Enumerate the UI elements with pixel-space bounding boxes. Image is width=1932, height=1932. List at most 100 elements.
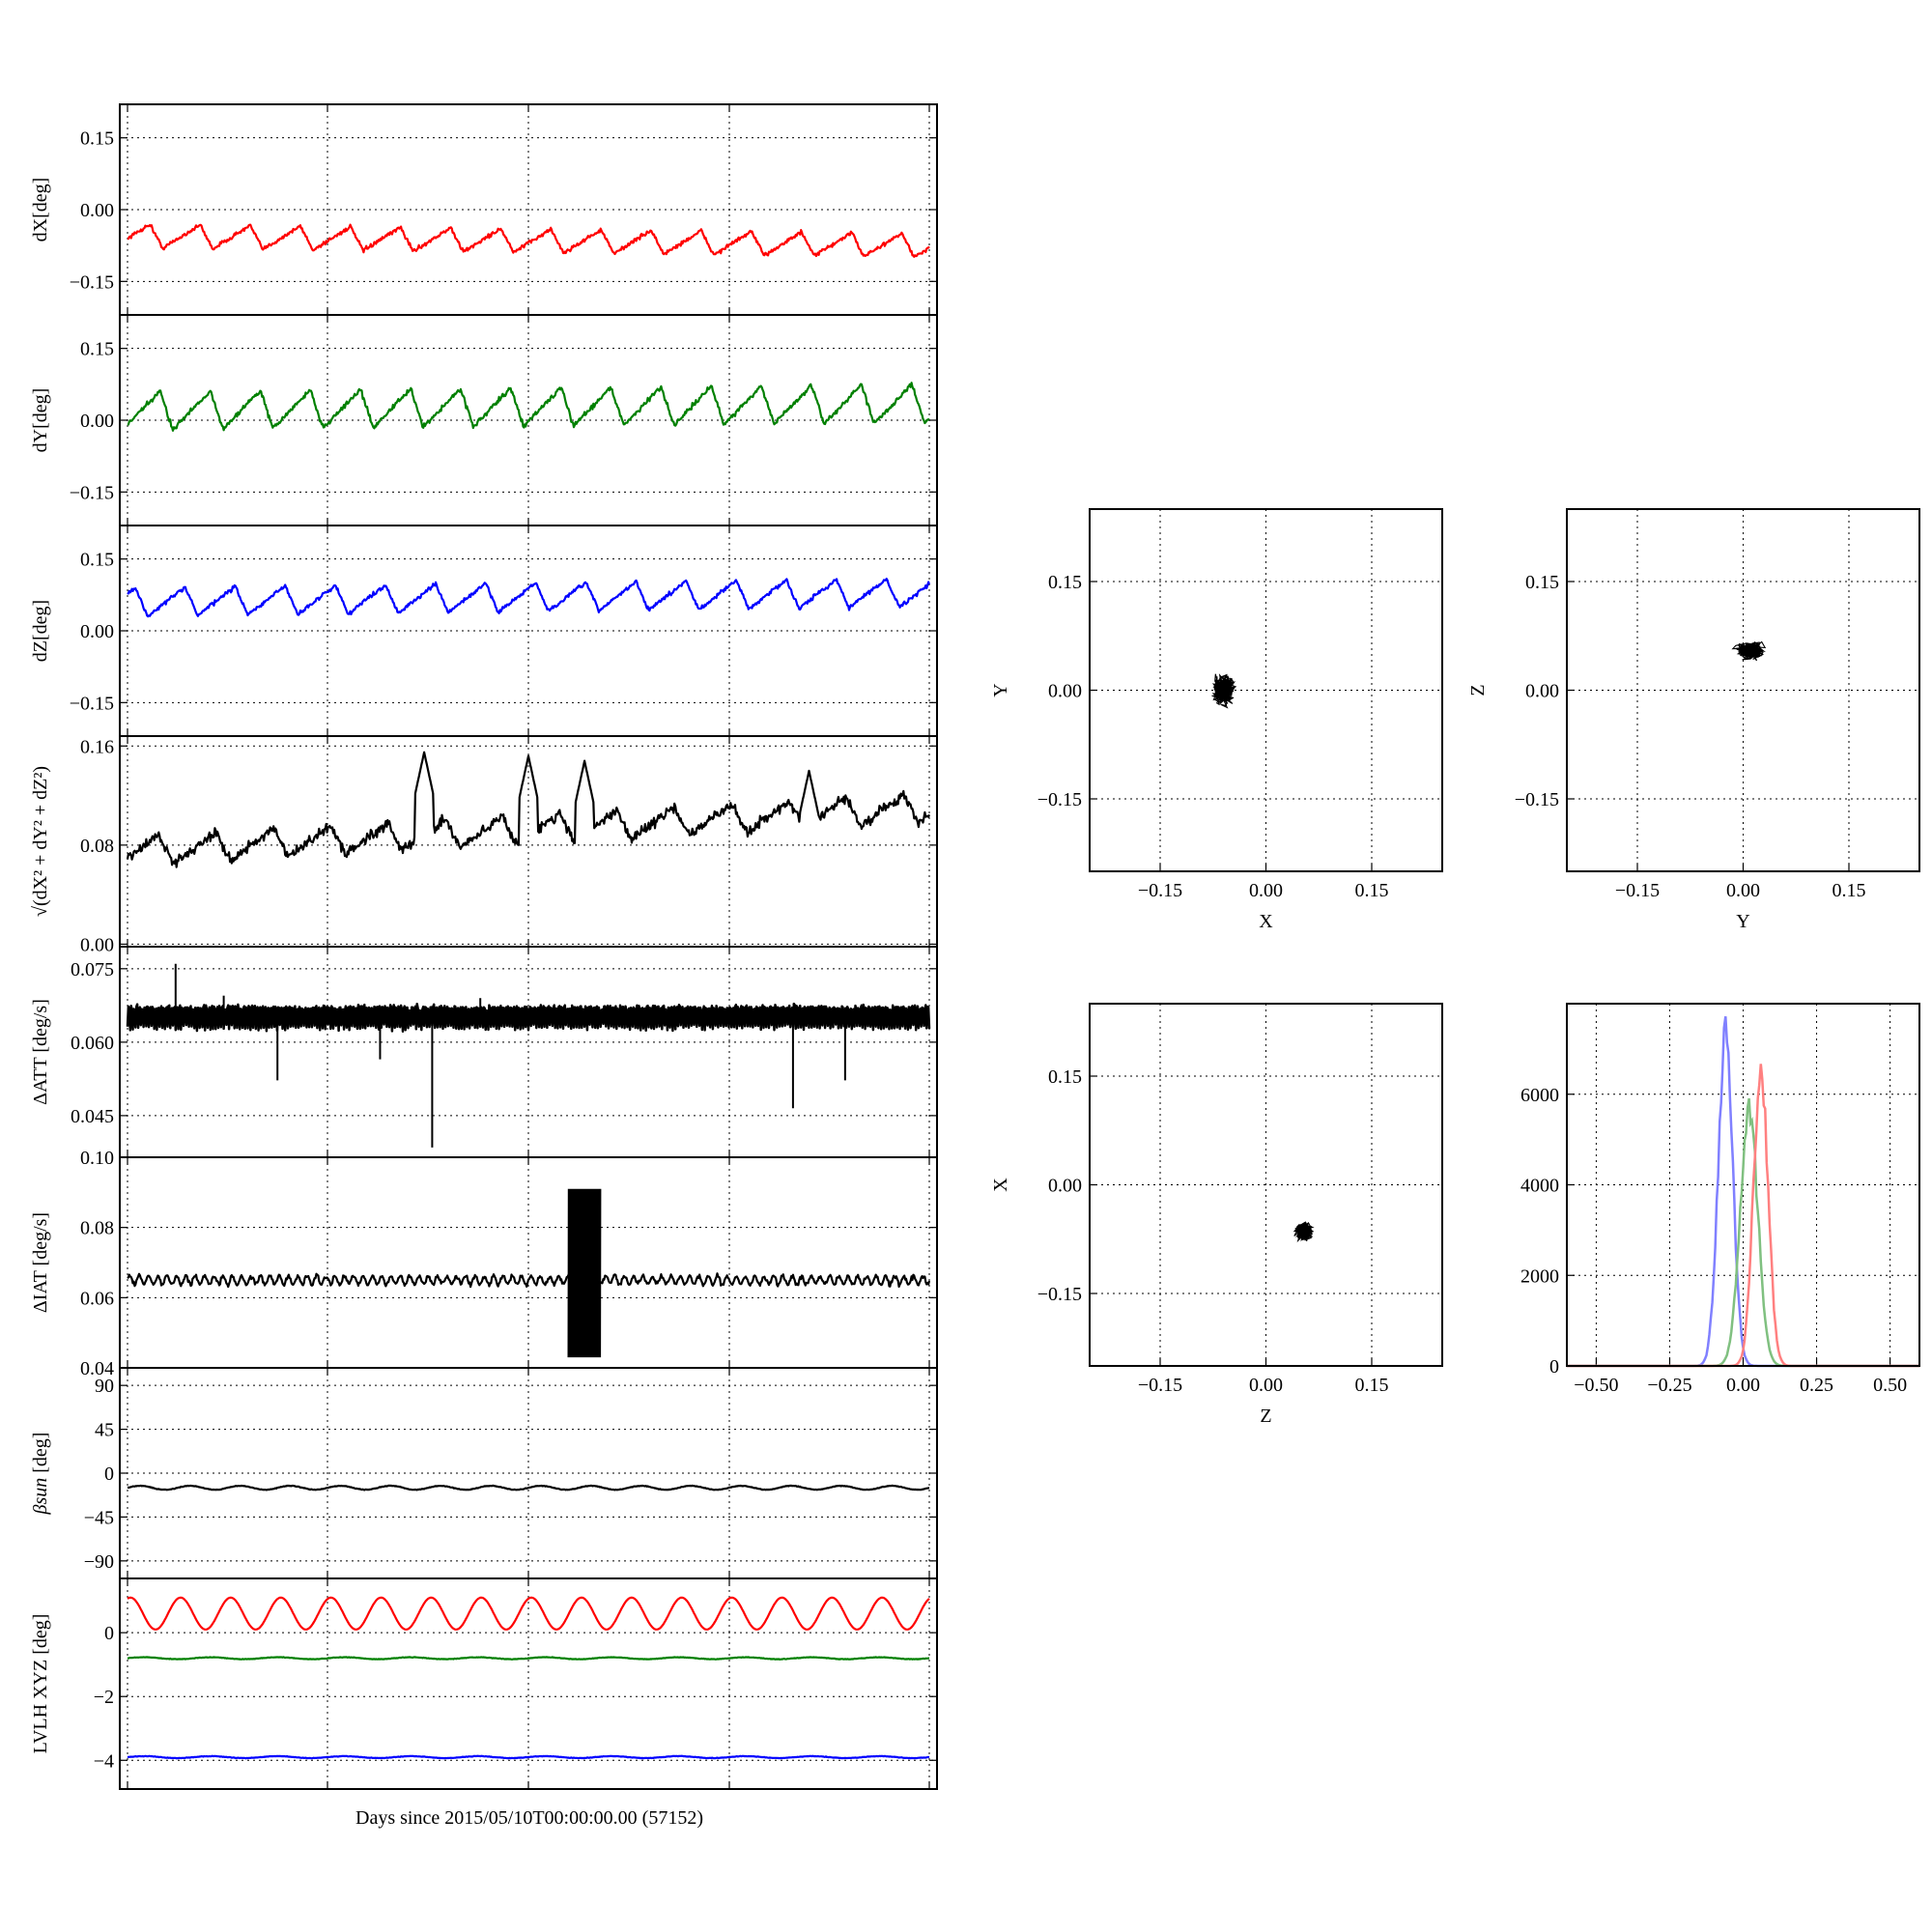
y-axis-label: ΔIAT [deg/s] <box>30 1212 51 1313</box>
y-tick-label: 0.15 <box>1048 572 1082 593</box>
y-tick-label: 0.06 <box>80 1288 114 1309</box>
x-tick-label: −0.15 <box>1138 880 1182 901</box>
y-axis-label: √(dX² + dY² + dZ²) <box>30 766 51 917</box>
y-tick-label: 0.15 <box>80 128 114 150</box>
x-tick-label: −0.25 <box>1647 1375 1691 1396</box>
axes-frame <box>119 1577 938 1790</box>
y-tick-label: 2000 <box>1520 1265 1559 1287</box>
panel-scatter_yz: −0.15 0.00 0.15 0.15 0.00 −0.15 Y Z <box>1467 508 1920 932</box>
y-axis-label: Z <box>1467 684 1489 696</box>
axes-frame <box>1089 508 1443 872</box>
y-tick-label: −0.15 <box>1037 789 1082 810</box>
y-tick-label: 0.075 <box>71 959 114 980</box>
y-tick-label: 0.15 <box>1048 1066 1082 1088</box>
axes-frame <box>1566 1003 1920 1367</box>
y-tick-label: −2 <box>94 1687 114 1708</box>
y-tick-label: 0.045 <box>71 1106 114 1127</box>
y-tick-label: 0.00 <box>80 411 114 432</box>
y-tick-label: 0.00 <box>1525 681 1559 702</box>
series-line-mag <box>126 751 931 868</box>
series-line-lvlh-2 <box>127 1754 930 1760</box>
y-axis-label: dZ[deg] <box>30 600 51 662</box>
panel-mag: 0.16 0.08 0.00 √(dX² + dY² + dZ²) <box>30 735 938 955</box>
x-axis-label: X <box>1259 911 1273 932</box>
y-tick-label: −0.15 <box>70 482 114 503</box>
panel-lvlh: 0 −2 −4 LVLH XYZ [deg] <box>30 1577 938 1790</box>
y-tick-label: 0.08 <box>80 1218 114 1239</box>
series-line-dz <box>127 578 931 618</box>
x-tick-label: 0.25 <box>1800 1375 1833 1396</box>
y-axis-label: dY[deg] <box>30 388 51 453</box>
y-tick-label: 0.00 <box>1048 681 1082 702</box>
x-tick-label: 0.50 <box>1873 1375 1907 1396</box>
y-axis-label: βsun [deg] <box>30 1433 51 1516</box>
y-tick-label: 0.00 <box>1048 1176 1082 1197</box>
y-tick-label: 0 <box>104 1623 114 1644</box>
panel-dx: 0.15 0.00 −0.15 dX[deg] <box>30 103 938 316</box>
panel-datt: 0.075 0.060 0.045 ΔATT [deg/s] <box>30 946 938 1158</box>
x-tick-label: −0.15 <box>1138 1375 1182 1396</box>
x-tick-label: −0.15 <box>1615 880 1660 901</box>
series-line-lvlh-0 <box>127 1596 930 1631</box>
panel-scatter_zx: −0.15 0.00 0.15 0.15 0.00 −0.15 Z X <box>990 1003 1443 1427</box>
y-tick-label: 0 <box>104 1463 114 1485</box>
time-series-column: 0.15 0.00 −0.15 dX[deg] 0.15 0.00 −0.15 dY[deg]… <box>30 103 938 1790</box>
x-tick-label: 0.00 <box>1726 1375 1760 1396</box>
x-tick-label: 0.00 <box>1726 880 1760 901</box>
series-line-datt <box>126 1002 931 1033</box>
x-axis-label: Z <box>1260 1406 1271 1427</box>
y-axis-label: dX[deg] <box>30 178 51 242</box>
panel-beta: 90 45 0 −45 −90 βsun [deg] <box>30 1367 938 1579</box>
y-tick-label: 0.15 <box>1525 572 1559 593</box>
series-line-diat <box>127 1272 931 1289</box>
y-tick-label: −0.15 <box>1037 1284 1082 1305</box>
y-tick-label: −45 <box>84 1507 114 1528</box>
y-tick-label: −0.15 <box>70 693 114 714</box>
series-line-lvlh-1 <box>127 1656 930 1661</box>
x-axis-label: Y <box>1736 911 1749 932</box>
y-tick-label: −4 <box>94 1750 114 1772</box>
panel-dz: 0.15 0.00 −0.15 dZ[deg] <box>30 525 938 737</box>
y-tick-label: −90 <box>84 1551 114 1573</box>
y-tick-label: 0.00 <box>80 621 114 642</box>
series-line-dx <box>127 223 930 258</box>
y-tick-label: 0.15 <box>80 550 114 571</box>
panel-diat: 0.10 0.08 0.06 0.04 ΔIAT [deg/s] <box>30 1148 938 1379</box>
shared-x-axis-label: Days since 2015/05/10T00:00:00.00 (57152… <box>355 1807 703 1829</box>
y-tick-label: −0.15 <box>70 271 114 293</box>
scatter-trajectory <box>1731 640 1767 662</box>
panel-dy: 0.15 0.00 −0.15 dY[deg] <box>30 314 938 526</box>
y-tick-label: 0.16 <box>80 736 114 757</box>
scatter-histogram-column: −0.15 0.00 0.15 0.15 0.00 −0.15 X Y −0.15 0.00 0.1… <box>990 508 1920 1427</box>
y-tick-label: −0.15 <box>1515 789 1559 810</box>
y-tick-label: 6000 <box>1520 1085 1559 1106</box>
y-axis-label: X <box>990 1178 1011 1192</box>
y-tick-label: 90 <box>95 1376 114 1397</box>
scatter-trajectory <box>1293 1221 1315 1243</box>
burst-region <box>567 1188 602 1358</box>
y-tick-label: 0.00 <box>80 934 114 955</box>
series-line-dy <box>127 382 930 432</box>
y-tick-label: 0 <box>1549 1356 1559 1378</box>
x-tick-label: 0.00 <box>1249 880 1283 901</box>
axes-frame <box>1566 508 1920 872</box>
scatter-trajectory <box>1211 673 1237 709</box>
x-tick-label: 0.00 <box>1249 1375 1283 1396</box>
y-tick-label: 0.04 <box>80 1358 114 1379</box>
panel-scatter_xy: −0.15 0.00 0.15 0.15 0.00 −0.15 X Y <box>990 508 1443 932</box>
y-tick-label: 4000 <box>1520 1176 1559 1197</box>
series-line-beta <box>127 1484 930 1492</box>
x-tick-label: −0.50 <box>1574 1375 1618 1396</box>
y-tick-label: 0.00 <box>80 200 114 221</box>
y-axis-label: Y <box>990 683 1011 696</box>
y-axis-label: ΔATT [deg/s] <box>30 999 51 1105</box>
y-tick-label: 0.10 <box>80 1148 114 1169</box>
axes-frame <box>1089 1003 1443 1367</box>
y-tick-label: 0.08 <box>80 836 114 857</box>
y-tick-label: 45 <box>95 1420 114 1441</box>
x-tick-label: 0.15 <box>1355 880 1389 901</box>
panel-hist: −0.50 −0.25 0.00 0.25 0.50 6000 4000 2000 0 <box>1520 1003 1920 1396</box>
x-tick-label: 0.15 <box>1355 1375 1389 1396</box>
y-axis-label: LVLH XYZ [deg] <box>30 1614 51 1754</box>
